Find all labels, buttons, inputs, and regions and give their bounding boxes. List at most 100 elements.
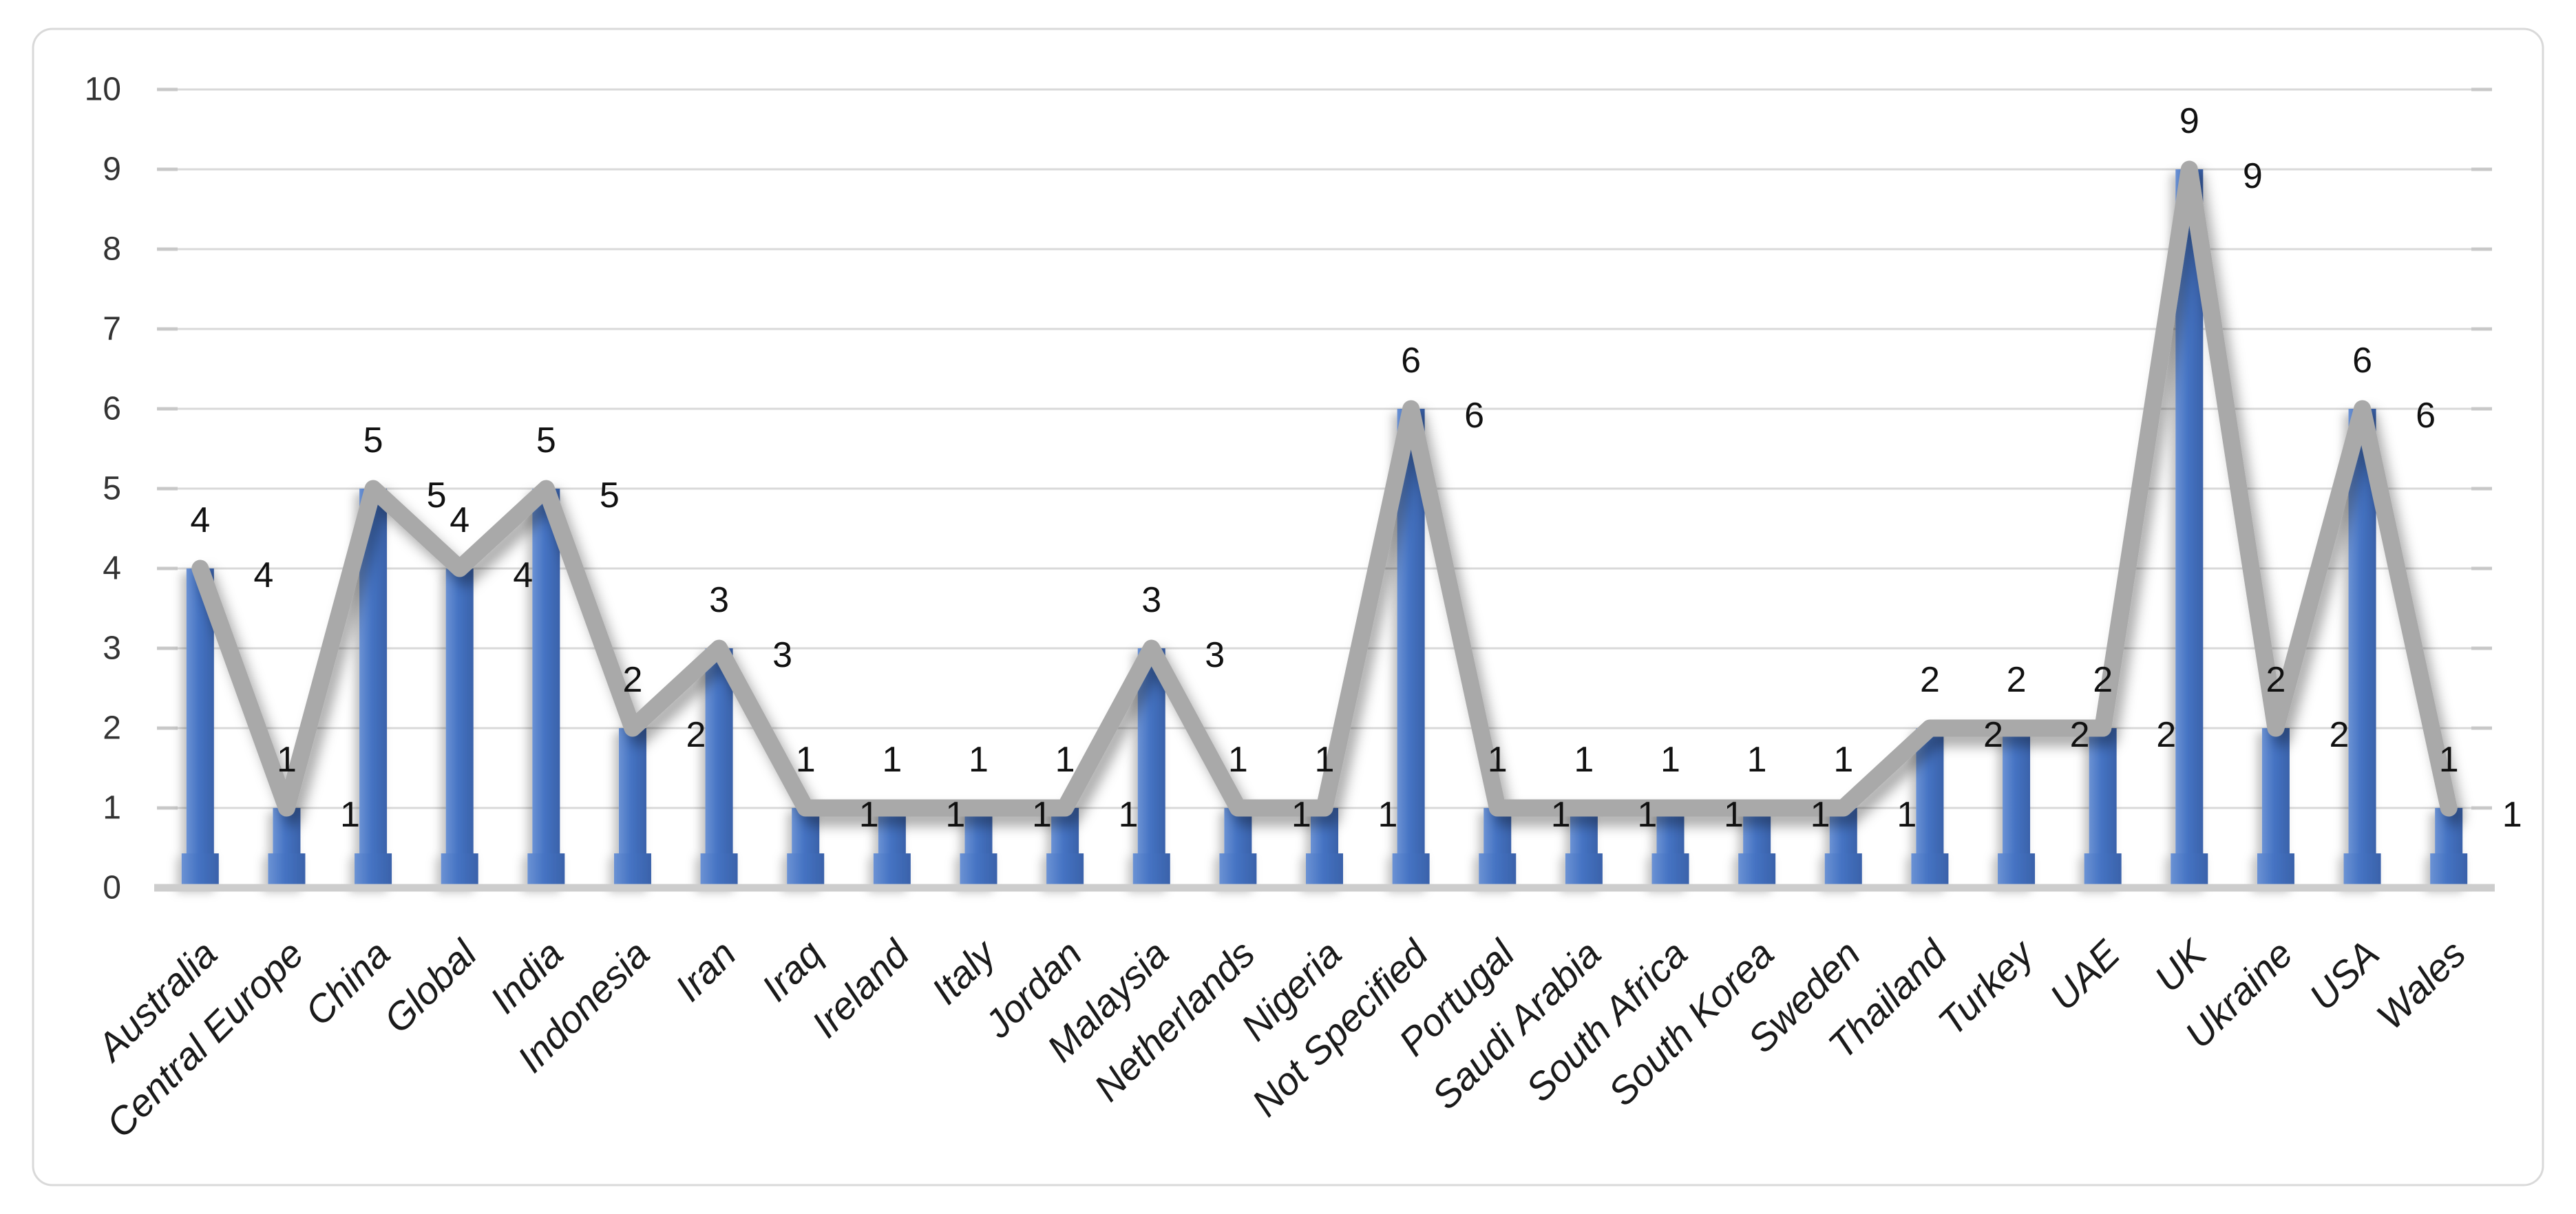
line-value-label: 1 (1032, 795, 1052, 835)
bar-pedestal (1046, 853, 1084, 888)
line-value-label: 1 (945, 795, 965, 835)
bar-pedestal (1911, 853, 1949, 888)
bar-value-label: 2 (623, 660, 643, 700)
y-tick-label: 6 (103, 391, 121, 427)
bar-value-label: 1 (969, 740, 989, 780)
line-value-label: 5 (600, 476, 620, 515)
bar-group (2084, 728, 2122, 888)
bar-india (532, 489, 560, 888)
line-value-label: 4 (513, 555, 533, 595)
y-tick-label: 8 (103, 231, 121, 268)
bar-pedestal (2343, 853, 2381, 888)
bar-value-label: 2 (2266, 660, 2285, 700)
y-tick-label: 0 (103, 870, 121, 906)
bar-value-label: 9 (2179, 101, 2199, 141)
bar-group (1738, 808, 1776, 888)
bar-pedestal (1479, 853, 1517, 888)
line-value-label: 1 (340, 795, 360, 835)
bar-global (445, 568, 474, 888)
line-value-label: 6 (2416, 396, 2436, 436)
line-value-label: 1 (859, 795, 879, 835)
bar-pedestal (1219, 853, 1257, 888)
data-labels-group: 4411554455223311111111331111661111111111… (190, 101, 2522, 835)
bar-pedestal (873, 853, 911, 888)
bar-group (1046, 808, 1084, 888)
bar-pedestal (2430, 853, 2468, 888)
bar-group (2171, 169, 2208, 888)
line-value-label: 3 (772, 635, 792, 675)
bar-value-label: 3 (1141, 580, 1161, 620)
line-value-label: 1 (1551, 795, 1571, 835)
bar-pedestal (1565, 853, 1603, 888)
bar-value-label: 5 (363, 420, 383, 460)
bar-pedestal (1738, 853, 1776, 888)
bar-group (613, 728, 651, 888)
bar-value-label: 4 (450, 500, 469, 540)
y-tick-label: 7 (103, 311, 121, 348)
y-tick-label: 5 (103, 471, 121, 507)
bar-value-label: 1 (1833, 740, 1853, 780)
line-value-label: 2 (2156, 715, 2176, 755)
line-value-label: 9 (2243, 156, 2263, 196)
bar-value-label: 3 (709, 580, 729, 620)
bar-pedestal (1306, 853, 1343, 888)
bar-value-label: 1 (796, 740, 816, 780)
line-value-label: 1 (1724, 795, 1744, 835)
bar-group (1306, 808, 1343, 888)
bar-value-label: 2 (1920, 660, 1940, 700)
bar-value-label: 1 (1315, 740, 1335, 780)
bar-malaysia (1137, 648, 1165, 888)
bar-value-label: 1 (1055, 740, 1075, 780)
line-value-label: 1 (1378, 795, 1398, 835)
bar-australia (186, 568, 214, 888)
bar-pedestal (2084, 853, 2122, 888)
bar-pedestal (527, 853, 565, 888)
bar-group (527, 489, 565, 888)
bar-group (2257, 728, 2294, 888)
bar-pedestal (268, 853, 306, 888)
line-value-label: 2 (686, 715, 706, 755)
bar-value-label: 1 (1488, 740, 1508, 780)
bar-pedestal (960, 853, 997, 888)
bar-pedestal (181, 853, 219, 888)
bar-group (1824, 808, 1862, 888)
bar-value-label: 1 (1747, 740, 1767, 780)
bar-group (2343, 409, 2381, 888)
y-tick-label: 1 (103, 790, 121, 827)
bar-group (787, 808, 825, 888)
bar-group (1911, 728, 1949, 888)
bar-pedestal (613, 853, 651, 888)
line-value-label: 2 (1983, 715, 2003, 755)
bar-group (1219, 808, 1257, 888)
bar-group (2430, 808, 2468, 888)
line-value-label: 6 (1464, 396, 1484, 436)
bar-value-label: 4 (190, 500, 210, 540)
bar-pedestal (787, 853, 825, 888)
line-value-label: 5 (427, 476, 447, 515)
bar-pedestal (1998, 853, 2036, 888)
bar-pedestal (441, 853, 478, 888)
line-value-label: 4 (253, 555, 273, 595)
y-tick-label: 4 (103, 551, 121, 587)
bar-group (1998, 728, 2036, 888)
y-tick-label: 3 (103, 630, 121, 667)
chart-border (32, 28, 2544, 1186)
y-tick-label: 10 (85, 72, 121, 108)
bar-group (1565, 808, 1603, 888)
bar-pedestal (1824, 853, 1862, 888)
bars-group (181, 169, 2468, 888)
bar-group (873, 808, 911, 888)
bar-pedestal (1392, 853, 1430, 888)
bar-pedestal (700, 853, 738, 888)
bar-value-label: 5 (536, 420, 556, 460)
line-value-label: 2 (2070, 715, 2090, 755)
bar-pedestal (355, 853, 392, 888)
bar-value-label: 1 (2439, 740, 2459, 780)
bar-value-label: 1 (1574, 740, 1594, 780)
line-value-label: 1 (1291, 795, 1311, 835)
bar-group (700, 648, 738, 888)
bar-pedestal (2171, 853, 2208, 888)
line-value-label: 1 (1637, 795, 1657, 835)
bar-group (1132, 648, 1170, 888)
